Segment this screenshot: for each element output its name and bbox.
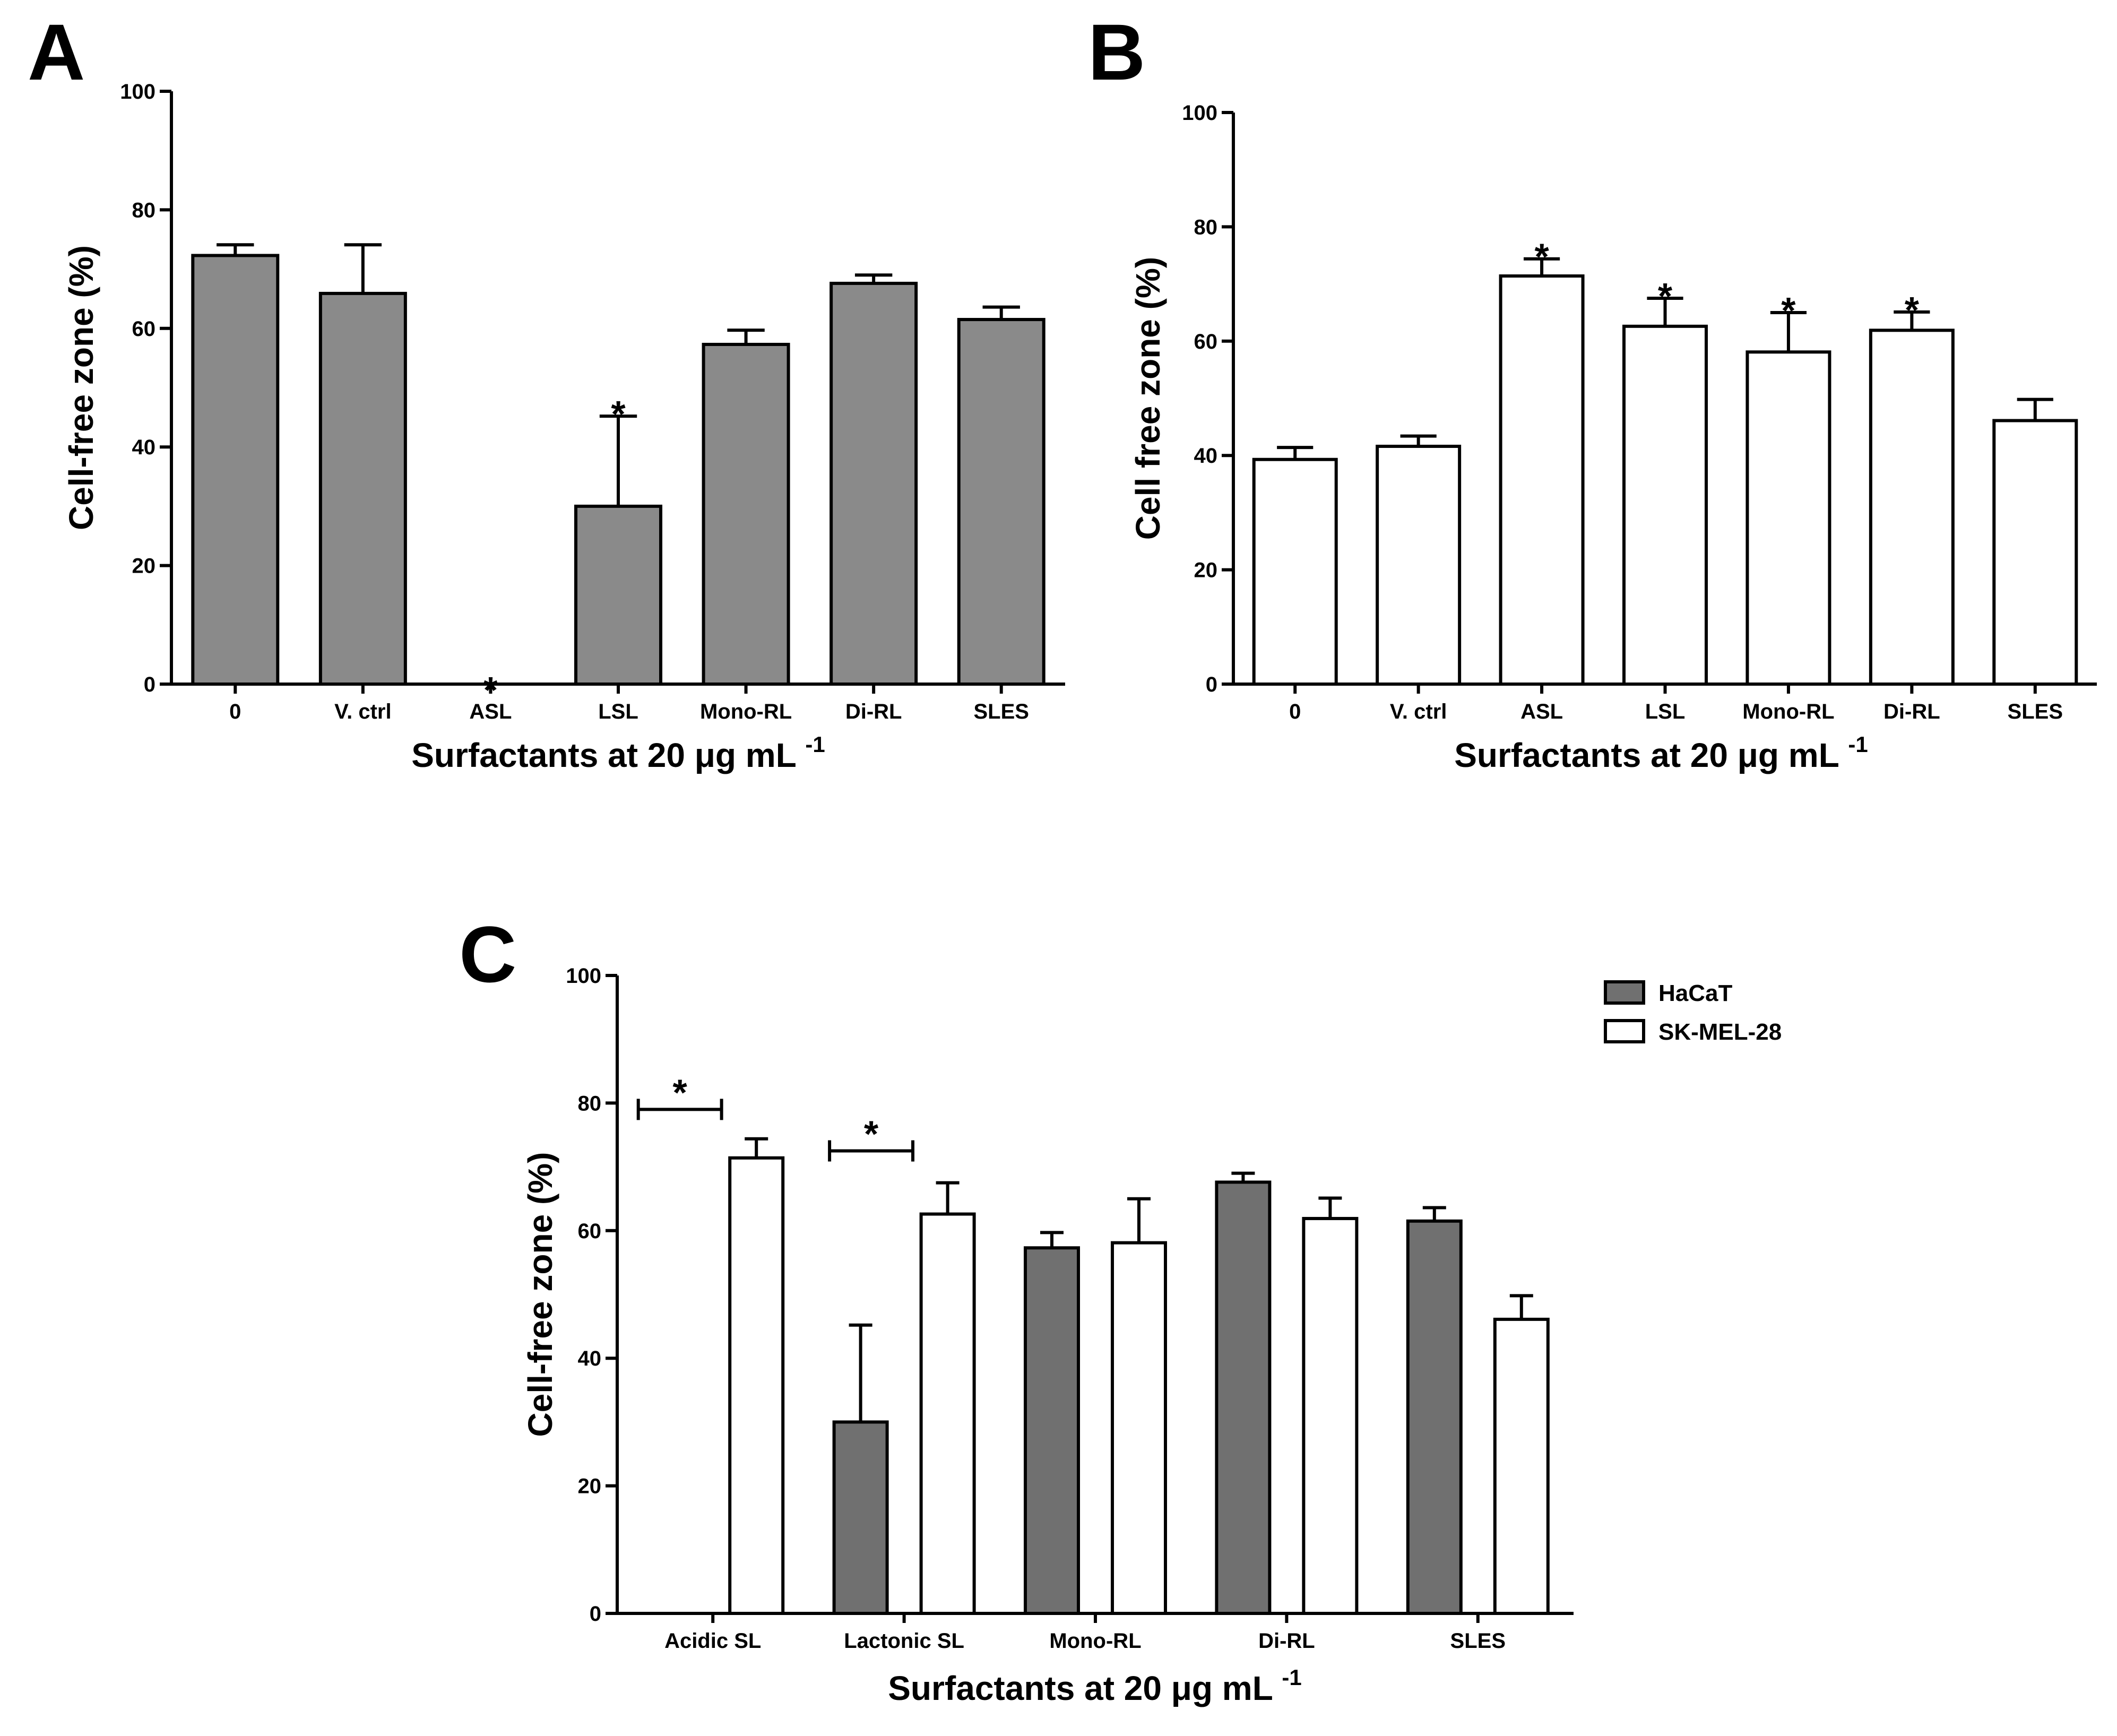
panel-a-y-tick-label: 40	[132, 436, 156, 459]
panel-b: 0 20 40 60 80 100 Cell free zone (%) Surfactant…	[1088, 7, 2097, 774]
panel-a-bar	[829, 281, 918, 686]
panel-a-y-axis-label: Cell-free zone (%)	[62, 245, 100, 530]
panel-c-y-tick-label: 60	[578, 1220, 602, 1243]
panel-b-y-tick-label: 40	[1194, 444, 1218, 468]
panel-c-skmel-bar	[919, 1212, 976, 1616]
panel-a-category-label: SLES	[973, 700, 1029, 723]
panel-a-bar	[702, 342, 790, 686]
panel-a-category-label: V. ctrl	[334, 700, 391, 723]
panel-a-significance-star: *	[611, 393, 626, 435]
panel-b-y-tick-label: 80	[1194, 215, 1218, 239]
panel-b-category-label: ASL	[1520, 700, 1563, 723]
panel-a-significance-star: *	[483, 669, 498, 711]
panel-b-category-label: Di-RL	[1883, 700, 1940, 723]
panel-c-category-label: SLES	[1450, 1629, 1506, 1653]
panel-b-category-label: V. ctrl	[1390, 700, 1447, 723]
panel-c-y-tick-label: 80	[578, 1092, 602, 1115]
panel-a-y-tick-label: 0	[144, 673, 155, 696]
panel-a-bar	[574, 504, 662, 686]
panel-a-category-label: 0	[229, 700, 241, 723]
panel-c-x-axis-label: Surfactants at 20 μg mL -1	[888, 1665, 1302, 1707]
panel-b-bar	[1869, 329, 1955, 686]
panel-c-bracket-star: *	[864, 1113, 879, 1155]
panel-b-category-label: 0	[1289, 700, 1301, 723]
panel-c: 0 20 40 60 80 100 Cell-free zone (%) Surfactant…	[459, 910, 1782, 1707]
legend-label-hacat: HaCaT	[1658, 980, 1732, 1006]
panel-c-hacat-bar	[1215, 1180, 1272, 1615]
panel-b-significance-star: *	[1781, 290, 1796, 331]
panel-b-y-tick-label: 60	[1194, 330, 1218, 353]
panel-b-bar	[1992, 419, 2078, 686]
panel-c-category-label: Di-RL	[1258, 1629, 1315, 1653]
panel-a-category-label: LSL	[598, 700, 638, 723]
panel-c-y-tick-label: 0	[590, 1602, 601, 1626]
panel-b-bar	[1746, 350, 1831, 686]
panel-b-y-tick-label: 0	[1206, 673, 1217, 696]
panel-a-category-label: ASL	[469, 700, 512, 723]
legend-swatch-hacat	[1604, 980, 1645, 1005]
panel-b-x-axis-label: Surfactants at 20 μg mL -1	[1454, 732, 1868, 774]
panel-c-skmel-bar	[1302, 1216, 1359, 1615]
panel-b-bar	[1376, 444, 1462, 686]
panel-b-panel-letter: B	[1088, 7, 1145, 97]
panel-c-y-tick-label: 100	[566, 964, 601, 988]
panel-b-bar	[1252, 457, 1338, 686]
panel-c-y-tick-label: 20	[578, 1475, 602, 1498]
panel-b-bar	[1622, 324, 1708, 686]
legend-label-skmel: SK-MEL-28	[1658, 1019, 1782, 1045]
panel-a-category-label: Mono-RL	[700, 700, 792, 723]
panel-c-skmel-bar	[728, 1156, 785, 1615]
panel-c-category-label: Acidic SL	[664, 1629, 761, 1653]
panel-a-y-tick-label: 60	[132, 317, 156, 341]
panel-c-category-label: Lactonic SL	[844, 1629, 964, 1653]
panel-c-hacat-bar	[832, 1420, 889, 1615]
panel-b-significance-star: *	[1658, 275, 1673, 317]
panel-b-category-label: Mono-RL	[1742, 700, 1834, 723]
panel-a-x-axis-label: Surfactants at 20 μg mL -1	[411, 732, 825, 774]
panel-c-skmel-bar	[1111, 1241, 1167, 1615]
panel-c-y-axis-label: Cell-free zone (%)	[521, 1152, 559, 1437]
panel-b-bar	[1499, 274, 1585, 686]
panel-c-bracket-star: *	[673, 1072, 688, 1113]
panel-b-category-label: LSL	[1645, 700, 1686, 723]
panel-b-y-tick-label: 100	[1182, 101, 1217, 125]
panel-a-panel-letter: A	[28, 7, 85, 97]
panel-c-hacat-bar	[1024, 1246, 1080, 1615]
panel-a-category-label: Di-RL	[845, 700, 902, 723]
panel-c-panel-letter: C	[459, 910, 516, 999]
panel-a-y-tick-label: 100	[120, 80, 155, 103]
panel-a-bar	[957, 318, 1045, 686]
panel-c-y-tick-label: 40	[578, 1347, 602, 1370]
panel-b-significance-star: *	[1534, 236, 1549, 278]
panel-a-bar	[191, 254, 280, 686]
panel-b-category-label: SLES	[2008, 700, 2063, 723]
panel-c-category-label: Mono-RL	[1049, 1629, 1141, 1653]
panel-a: 0 20 40 60 80 100 Cell-free zone (%) Surfactant…	[28, 7, 1065, 774]
panel-b-y-axis-label: Cell free zone (%)	[1129, 257, 1167, 540]
legend-swatch-skmel	[1604, 1019, 1645, 1043]
panel-c-hacat-bar	[1406, 1219, 1463, 1615]
panel-b-significance-star: *	[1905, 289, 1920, 331]
panel-a-bar	[318, 291, 407, 686]
panel-c-skmel-bar	[1493, 1317, 1550, 1615]
panel-b-y-tick-label: 20	[1194, 559, 1218, 582]
panel-a-y-tick-label: 20	[132, 555, 156, 578]
panel-a-y-tick-label: 80	[132, 198, 156, 222]
